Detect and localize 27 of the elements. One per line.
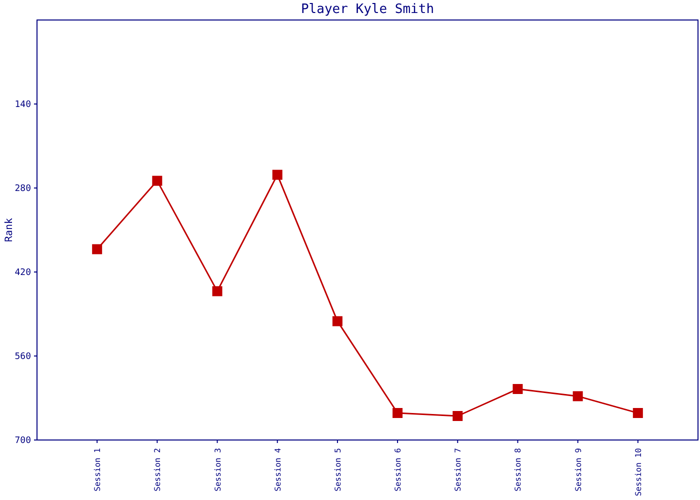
x-tick-label: Session 5: [333, 448, 342, 492]
x-tick-label: Session 2: [153, 448, 162, 492]
point: [572, 391, 583, 402]
x-tick-label: Session 6: [394, 448, 403, 492]
y-axis-title: Rank: [4, 218, 15, 242]
x-tick-label: Session 8: [514, 448, 523, 492]
point: [92, 244, 102, 254]
point: [212, 286, 222, 296]
x-tick-label: Session 7: [454, 448, 463, 492]
y-tick-label: 140: [14, 100, 31, 110]
y-tick-label: 700: [14, 436, 31, 446]
y-tick-label: 280: [14, 184, 31, 194]
point: [452, 411, 463, 421]
point: [512, 384, 523, 394]
chart-title: Player Kyle Smith: [300, 2, 434, 17]
x-tick-label: Session 1: [93, 448, 102, 492]
x-tick-label: Session 10: [634, 448, 643, 496]
x-tick-label: Session 9: [574, 448, 583, 492]
point: [152, 176, 162, 186]
x-tick-label: Session 3: [213, 448, 222, 492]
y-tick-label: 560: [14, 352, 31, 362]
x-tick-label: Session 4: [273, 448, 282, 492]
y-tick-label: 420: [14, 268, 31, 278]
point: [332, 316, 342, 326]
point: [392, 408, 403, 418]
point: [632, 408, 643, 418]
point: [272, 170, 282, 180]
